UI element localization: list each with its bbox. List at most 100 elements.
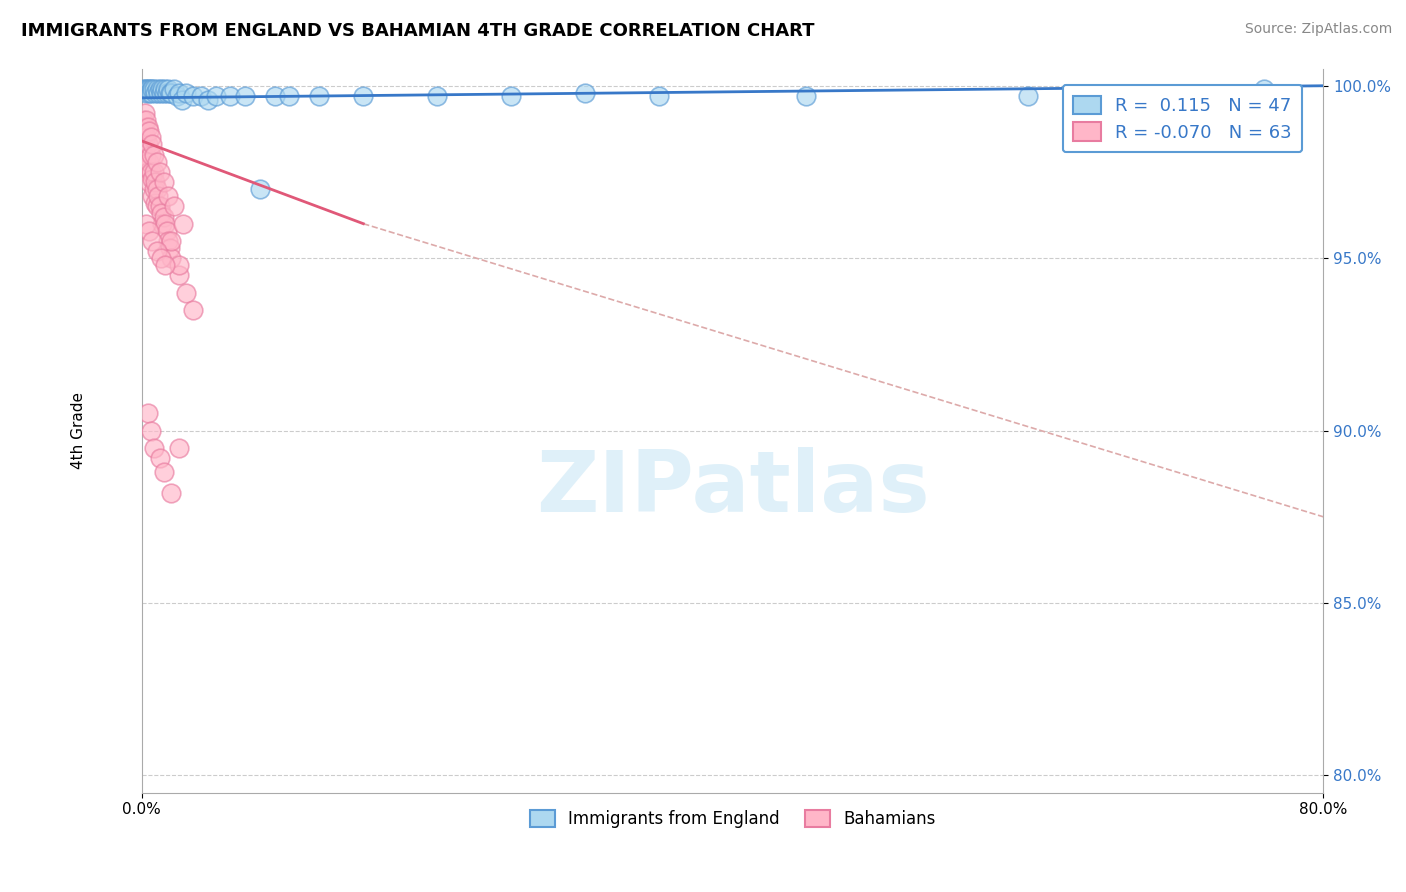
- Point: [166, 89, 188, 103]
- Point: [132, 82, 155, 96]
- Point: [145, 199, 167, 213]
- Point: [145, 154, 167, 169]
- Point: [135, 113, 157, 128]
- Point: [796, 89, 818, 103]
- Point: [174, 86, 197, 100]
- Point: [263, 89, 285, 103]
- Point: [190, 89, 212, 103]
- Point: [141, 189, 163, 203]
- Point: [308, 89, 330, 103]
- Point: [141, 137, 163, 152]
- Point: [160, 86, 183, 100]
- Point: [233, 89, 256, 103]
- Point: [132, 147, 155, 161]
- Point: [142, 82, 165, 96]
- Point: [167, 258, 190, 272]
- Point: [135, 82, 157, 96]
- Point: [143, 175, 166, 189]
- Point: [499, 89, 522, 103]
- Point: [159, 86, 181, 100]
- Point: [150, 86, 173, 100]
- Point: [141, 82, 163, 96]
- Point: [249, 182, 271, 196]
- Point: [170, 93, 193, 107]
- Point: [148, 451, 170, 466]
- Point: [1253, 82, 1275, 96]
- Point: [136, 82, 159, 96]
- Point: [145, 82, 167, 96]
- Point: [138, 86, 160, 100]
- Point: [574, 86, 596, 100]
- Point: [163, 199, 186, 213]
- Point: [167, 268, 190, 283]
- Point: [142, 147, 165, 161]
- Point: [136, 137, 159, 152]
- Point: [136, 120, 159, 135]
- Point: [1164, 89, 1187, 103]
- Point: [138, 82, 160, 96]
- Point: [139, 130, 162, 145]
- Point: [153, 86, 176, 100]
- Point: [142, 182, 165, 196]
- Point: [183, 89, 205, 103]
- Point: [150, 251, 173, 265]
- Point: [146, 86, 169, 100]
- Point: [153, 210, 176, 224]
- Point: [134, 141, 156, 155]
- Point: [219, 89, 242, 103]
- Point: [135, 151, 157, 165]
- Point: [142, 165, 165, 179]
- Point: [153, 175, 176, 189]
- Point: [157, 189, 180, 203]
- Point: [1017, 89, 1039, 103]
- Point: [139, 147, 162, 161]
- Point: [174, 285, 197, 300]
- Point: [352, 89, 374, 103]
- Text: IMMIGRANTS FROM ENGLAND VS BAHAMIAN 4TH GRADE CORRELATION CHART: IMMIGRANTS FROM ENGLAND VS BAHAMIAN 4TH …: [21, 22, 814, 40]
- Point: [167, 441, 190, 455]
- Point: [148, 165, 170, 179]
- Point: [156, 86, 179, 100]
- Point: [138, 224, 160, 238]
- Point: [155, 217, 177, 231]
- Point: [160, 234, 183, 248]
- Point: [138, 123, 160, 137]
- Point: [136, 165, 159, 179]
- Point: [159, 241, 181, 255]
- Point: [134, 106, 156, 120]
- Point: [134, 161, 156, 176]
- Point: [167, 86, 190, 100]
- Point: [146, 189, 169, 203]
- Point: [135, 86, 157, 100]
- Point: [134, 82, 156, 96]
- Text: ZIPatlas: ZIPatlas: [536, 447, 929, 530]
- Point: [135, 217, 157, 231]
- Point: [142, 441, 165, 455]
- Point: [426, 89, 449, 103]
- Point: [148, 82, 170, 96]
- Point: [139, 82, 162, 96]
- Point: [132, 130, 155, 145]
- Point: [152, 217, 174, 231]
- Point: [197, 93, 219, 107]
- Point: [136, 406, 159, 420]
- Point: [143, 86, 166, 100]
- Point: [138, 175, 160, 189]
- Text: Source: ZipAtlas.com: Source: ZipAtlas.com: [1244, 22, 1392, 37]
- Point: [152, 82, 174, 96]
- Point: [141, 172, 163, 186]
- Point: [172, 217, 194, 231]
- Point: [157, 234, 180, 248]
- Point: [141, 234, 163, 248]
- Point: [143, 196, 166, 211]
- Point: [163, 82, 186, 96]
- Point: [155, 258, 177, 272]
- Point: [155, 82, 177, 96]
- Point: [139, 424, 162, 438]
- Point: [278, 89, 301, 103]
- Legend: Immigrants from England, Bahamians: Immigrants from England, Bahamians: [523, 804, 942, 835]
- Y-axis label: 4th Grade: 4th Grade: [72, 392, 86, 469]
- Point: [150, 206, 173, 220]
- Point: [134, 120, 156, 135]
- Point: [145, 182, 167, 196]
